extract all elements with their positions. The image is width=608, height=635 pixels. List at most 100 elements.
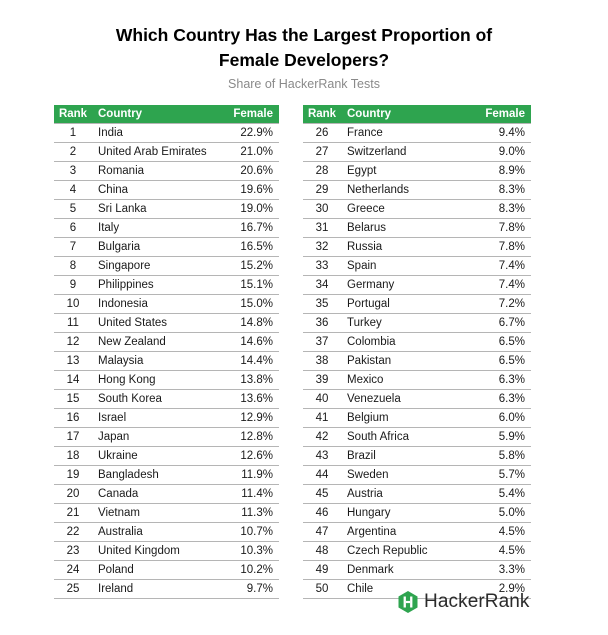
country-cell: France	[341, 123, 467, 143]
female-share-cell: 12.6%	[215, 446, 279, 466]
rank-cell: 17	[54, 427, 92, 447]
country-header: Country	[92, 105, 215, 124]
female-share-cell: 15.1%	[215, 275, 279, 295]
table-row: 33 Spain 7.4%	[303, 256, 531, 276]
rank-cell: 4	[54, 180, 92, 200]
rank-header: Rank	[303, 105, 341, 124]
country-cell: Singapore	[92, 256, 215, 276]
rank-cell: 37	[303, 332, 341, 352]
table-row: 32 Russia 7.8%	[303, 237, 531, 257]
table-row: 34 Germany 7.4%	[303, 275, 531, 295]
table-row: 18 Ukraine 12.6%	[54, 446, 279, 466]
female-share-cell: 7.8%	[467, 237, 531, 257]
table-row: 3 Romania 20.6%	[54, 161, 279, 181]
country-cell: Turkey	[341, 313, 467, 333]
rank-cell: 30	[303, 199, 341, 219]
hackerrank-hexagon-icon	[398, 591, 418, 613]
hackerrank-logo: HackerRank	[396, 589, 530, 615]
table-row: 16 Israel 12.9%	[54, 408, 279, 428]
country-cell: Romania	[92, 161, 215, 181]
table-row: 24 Poland 10.2%	[54, 560, 279, 580]
table-row: 46 Hungary 5.0%	[303, 503, 531, 523]
rank-cell: 41	[303, 408, 341, 428]
country-cell: Netherlands	[341, 180, 467, 200]
rank-cell: 3	[54, 161, 92, 181]
table-row: 25 Ireland 9.7%	[54, 579, 279, 599]
rank-cell: 28	[303, 161, 341, 181]
country-cell: Colombia	[341, 332, 467, 352]
female-share-cell: 5.9%	[467, 427, 531, 447]
female-share-cell: 15.2%	[215, 256, 279, 276]
table-row: 13 Malaysia 14.4%	[54, 351, 279, 371]
female-share-cell: 7.8%	[467, 218, 531, 238]
table-row: 26 France 9.4%	[303, 123, 531, 143]
rank-cell: 48	[303, 541, 341, 561]
table-row: 1 India 22.9%	[54, 123, 279, 143]
chart-title: Which Country Has the Largest Proportion…	[0, 23, 608, 73]
female-share-cell: 5.4%	[467, 484, 531, 504]
rank-cell: 49	[303, 560, 341, 580]
female-share-cell: 14.4%	[215, 351, 279, 371]
table-row: 14 Hong Kong 13.8%	[54, 370, 279, 390]
female-share-cell: 8.3%	[467, 180, 531, 200]
country-cell: Indonesia	[92, 294, 215, 314]
country-cell: Pakistan	[341, 351, 467, 371]
female-share-cell: 15.0%	[215, 294, 279, 314]
female-share-cell: 14.8%	[215, 313, 279, 333]
female-share-cell: 5.7%	[467, 465, 531, 485]
rank-cell: 5	[54, 199, 92, 219]
country-cell: Hong Kong	[92, 370, 215, 390]
female-share-cell: 22.9%	[215, 123, 279, 143]
rank-cell: 34	[303, 275, 341, 295]
rank-cell: 15	[54, 389, 92, 409]
female-share-cell: 3.3%	[467, 560, 531, 580]
female-share-cell: 7.2%	[467, 294, 531, 314]
rank-cell: 45	[303, 484, 341, 504]
country-cell: Japan	[92, 427, 215, 447]
country-cell: Brazil	[341, 446, 467, 466]
country-cell: Austria	[341, 484, 467, 504]
table-row: 9 Philippines 15.1%	[54, 275, 279, 295]
female-share-cell: 13.6%	[215, 389, 279, 409]
table-row: 22 Australia 10.7%	[54, 522, 279, 542]
female-share-cell: 13.8%	[215, 370, 279, 390]
logo-text: HackerRank	[424, 591, 530, 612]
female-share-cell: 21.0%	[215, 142, 279, 162]
rank-cell: 40	[303, 389, 341, 409]
female-share-cell: 12.8%	[215, 427, 279, 447]
rank-cell: 14	[54, 370, 92, 390]
table-row: 48 Czech Republic 4.5%	[303, 541, 531, 561]
rank-cell: 8	[54, 256, 92, 276]
country-cell: Greece	[341, 199, 467, 219]
table-row: 17 Japan 12.8%	[54, 427, 279, 447]
country-cell: Portugal	[341, 294, 467, 314]
title-line-1: Which Country Has the Largest Proportion…	[115, 25, 493, 45]
table-row: 40 Venezuela 6.3%	[303, 389, 531, 409]
rank-cell: 18	[54, 446, 92, 466]
table-row: 37 Colombia 6.5%	[303, 332, 531, 352]
female-share-cell: 6.7%	[467, 313, 531, 333]
rank-cell: 6	[54, 218, 92, 238]
country-cell: Italy	[92, 218, 215, 238]
rank-cell: 25	[54, 579, 92, 599]
rank-cell: 36	[303, 313, 341, 333]
female-share-cell: 6.5%	[467, 332, 531, 352]
table-row: 35 Portugal 7.2%	[303, 294, 531, 314]
female-share-cell: 6.0%	[467, 408, 531, 428]
table-row: 42 South Africa 5.9%	[303, 427, 531, 447]
rank-cell: 12	[54, 332, 92, 352]
rank-cell: 27	[303, 142, 341, 162]
country-cell: Bulgaria	[92, 237, 215, 257]
rank-cell: 47	[303, 522, 341, 542]
rank-cell: 44	[303, 465, 341, 485]
table-row: 41 Belgium 6.0%	[303, 408, 531, 428]
rank-cell: 38	[303, 351, 341, 371]
country-cell: United States	[92, 313, 215, 333]
female-share-cell: 11.9%	[215, 465, 279, 485]
table-row: 4 China 19.6%	[54, 180, 279, 200]
table-row: 15 South Korea 13.6%	[54, 389, 279, 409]
country-cell: Russia	[341, 237, 467, 257]
country-cell: Egypt	[341, 161, 467, 181]
table-row: 5 Sri Lanka 19.0%	[54, 199, 279, 219]
rank-cell: 1	[54, 123, 92, 143]
